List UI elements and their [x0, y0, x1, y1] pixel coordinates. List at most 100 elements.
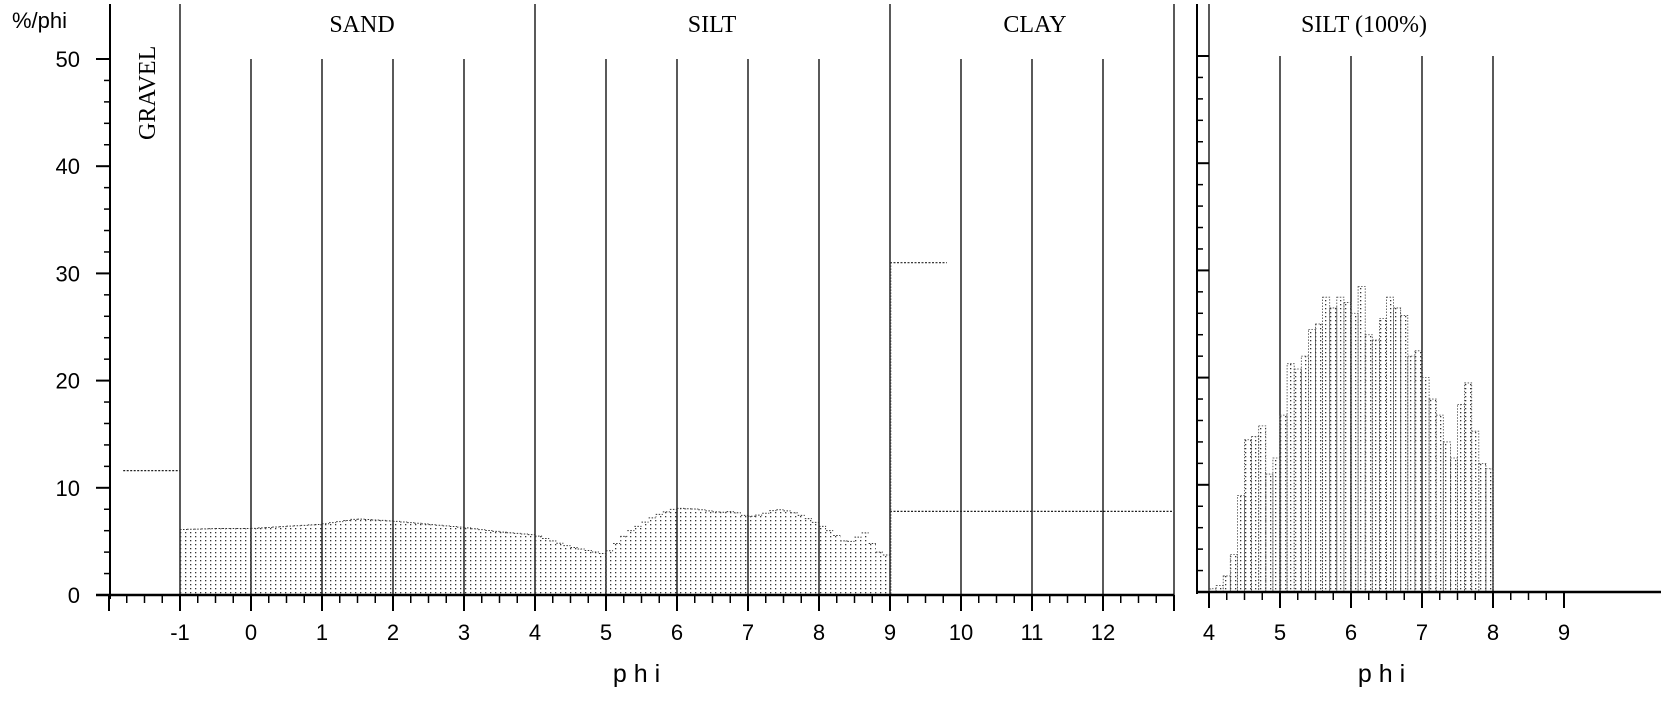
histogram-bar	[563, 545, 571, 595]
histogram-bar	[705, 510, 713, 595]
histogram-bar	[641, 522, 649, 595]
silt-bar-outline	[1293, 368, 1302, 593]
histogram-bar	[875, 552, 883, 595]
silt-bar-outline	[1208, 588, 1217, 593]
histogram-bar	[556, 543, 564, 595]
histogram-bar	[861, 532, 869, 595]
silt-bar	[1407, 356, 1415, 592]
histogram-bar	[428, 524, 436, 595]
histogram-bar	[833, 535, 841, 595]
x-tick-label: 6	[671, 620, 683, 645]
histogram-bar	[222, 528, 230, 595]
silt-bar	[1414, 350, 1422, 592]
x-tick-label: 10	[949, 620, 973, 645]
silt-bar	[1280, 415, 1288, 592]
x-tick-label: 8	[813, 620, 825, 645]
histogram-bar	[407, 522, 415, 595]
histogram-bar	[712, 511, 720, 595]
silt-bar	[1315, 324, 1323, 592]
histogram-bar	[634, 526, 642, 595]
histogram-bar	[435, 525, 443, 595]
y-tick-label: 20	[56, 369, 80, 394]
histogram-bar	[662, 511, 670, 595]
silt-x-tick-label: 8	[1487, 620, 1499, 645]
silt-bar	[1301, 356, 1309, 592]
silt-bars	[1208, 286, 1494, 593]
histogram-bar	[577, 549, 585, 595]
histogram-bar	[400, 521, 408, 595]
histogram-bar	[527, 534, 535, 595]
y-tick-label: 30	[56, 261, 80, 286]
histogram-bar	[783, 510, 791, 595]
histogram-bar	[698, 509, 706, 595]
x-tick-label: 0	[245, 620, 257, 645]
histogram-bar	[272, 527, 280, 595]
silt-bar-outline	[1279, 414, 1288, 593]
histogram-bar	[804, 518, 812, 595]
silt-bar-outline	[1379, 318, 1387, 593]
histogram-bar	[499, 532, 507, 595]
silt-x-axis-label: phi	[1358, 660, 1412, 688]
silt-bar	[1294, 369, 1302, 592]
silt-bar	[1251, 436, 1259, 592]
histogram-bar	[293, 525, 301, 595]
histogram-bar	[279, 526, 287, 595]
silt-x-tick-label: 4	[1203, 620, 1215, 645]
silt-x-tick-label: 7	[1416, 620, 1428, 645]
x-tick-label: 11	[1021, 620, 1044, 645]
histogram-bar	[194, 529, 202, 595]
size-class-label-clay: CLAY	[1003, 12, 1066, 38]
x-tick-label: 4	[529, 620, 541, 645]
silt-bar	[1336, 297, 1344, 592]
histogram-bar	[826, 530, 834, 595]
histogram-bar	[464, 527, 472, 595]
histogram-bar	[329, 522, 337, 595]
silt-bar	[1358, 286, 1366, 592]
histogram-bar	[371, 519, 379, 595]
silt-bar-outline	[1222, 575, 1231, 593]
silt-bar	[1244, 439, 1252, 592]
silt-bar-outline	[1485, 468, 1494, 593]
histogram-bar	[755, 515, 763, 595]
histogram-bar	[251, 528, 259, 595]
silt-bar-outline	[1428, 398, 1437, 593]
y-axis-label: %/phi	[12, 8, 67, 33]
histogram-bar	[492, 531, 500, 595]
histogram-bar	[215, 528, 223, 595]
silt-bar	[1230, 554, 1238, 592]
y-tick-label: 50	[56, 47, 80, 72]
histogram-bar	[520, 534, 528, 595]
silt-bar	[1485, 468, 1493, 592]
histogram-bar	[513, 533, 521, 595]
y-tick-label: 40	[56, 154, 80, 179]
histogram-bar	[378, 520, 386, 595]
histogram-bar	[570, 547, 578, 595]
silt-bar	[1372, 340, 1380, 592]
silt-bar	[1223, 575, 1231, 592]
histogram-bar	[584, 550, 592, 595]
histogram-bar	[258, 527, 266, 595]
histogram-bar	[414, 523, 422, 595]
histogram-bar	[442, 525, 450, 595]
x-tick-label: 5	[600, 620, 612, 645]
histogram-bar	[769, 510, 777, 595]
histogram-bar	[591, 552, 599, 595]
histogram-bar	[208, 528, 216, 595]
silt-chart-title: SILT (100%)	[1301, 12, 1427, 38]
silt-bar	[1464, 382, 1472, 592]
silt-bar	[1322, 297, 1330, 592]
silt-bar	[1308, 329, 1316, 592]
histogram-bar	[882, 554, 890, 595]
size-class-label-silt: SILT	[688, 12, 737, 38]
histogram-bar	[726, 511, 734, 595]
histogram-bar	[797, 515, 805, 595]
silt-bar-outline	[1435, 414, 1444, 593]
histogram-bar	[180, 529, 188, 595]
silt-axes: 4 5 6 7 8 9	[1196, 4, 1661, 645]
histogram-bar	[627, 530, 635, 595]
histogram-bar	[620, 536, 628, 595]
histogram-bar	[606, 550, 614, 595]
size-class-label-sand: SAND	[329, 12, 394, 38]
size-class-label-gravel: GRAVEL	[135, 46, 161, 140]
silt-bar	[1443, 441, 1451, 592]
